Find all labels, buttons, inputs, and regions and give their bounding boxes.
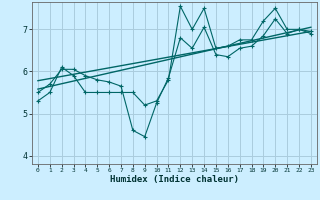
X-axis label: Humidex (Indice chaleur): Humidex (Indice chaleur): [110, 175, 239, 184]
